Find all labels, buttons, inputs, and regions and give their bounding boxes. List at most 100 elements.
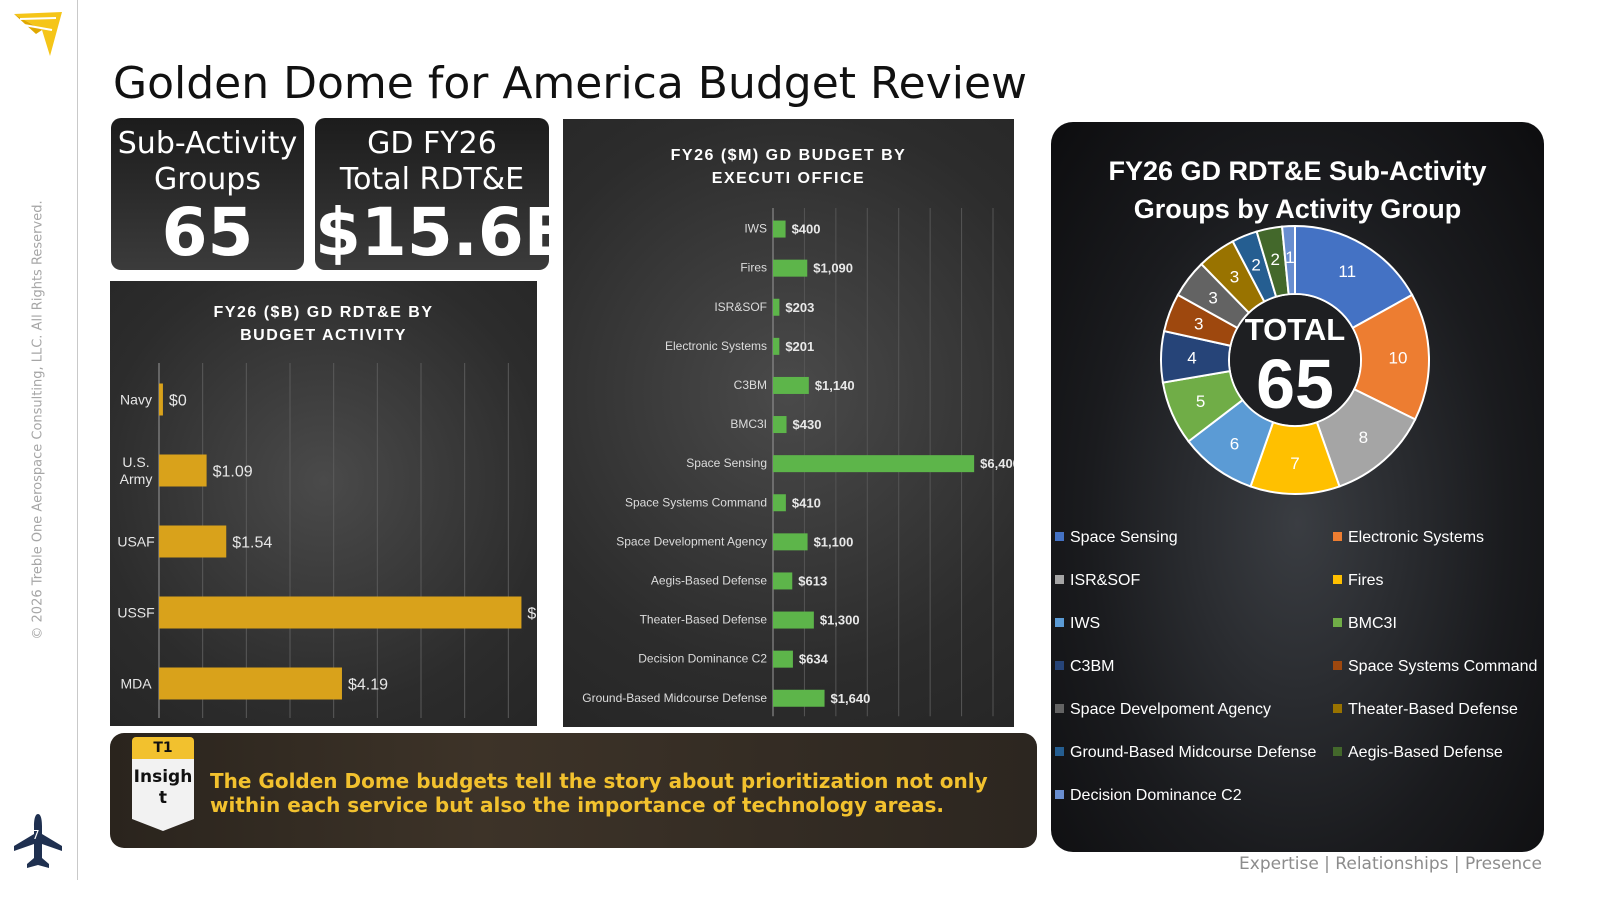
slice-label: 1 <box>1285 248 1294 267</box>
badge-tab: T1 <box>132 737 194 759</box>
bar <box>773 455 975 473</box>
slice-label: 2 <box>1270 250 1279 269</box>
legend-label: IWS <box>1070 615 1101 632</box>
chart-title-line: FY26 ($B) GD RDT&E BY <box>213 304 434 321</box>
data-label: $6,400 <box>980 456 1014 471</box>
slice-label: 3 <box>1194 314 1203 333</box>
activity-group-chart: FY26 GD RDT&E Sub-Activity Groups by Act… <box>1051 122 1544 852</box>
legend-item: Space Develpoment Agency <box>1055 700 1271 720</box>
bar <box>159 525 227 558</box>
footer-tagline: Expertise | Relationships | Presence <box>1239 854 1542 874</box>
donut-center-value: 65 <box>1256 345 1334 423</box>
data-label: $8.3 <box>527 606 537 623</box>
copyright-text: © 2026 Treble One Aerospace Consulting, … <box>30 200 46 640</box>
data-label: $634 <box>799 652 829 667</box>
bar <box>773 572 793 590</box>
legend-swatch <box>1055 704 1064 713</box>
category-label: IWS <box>744 222 767 236</box>
slice-label: 2 <box>1251 256 1260 275</box>
legend-label: Space Sensing <box>1070 529 1178 546</box>
bar <box>159 383 163 416</box>
badge-text: Insigh <box>133 767 193 787</box>
data-label: $203 <box>785 300 814 315</box>
bar <box>773 220 786 238</box>
legend-item: C3BM <box>1055 657 1114 677</box>
category-label: Space Systems Command <box>625 495 767 509</box>
legend-label: Ground-Based Midcourse Defense <box>1070 744 1317 761</box>
chart-title-line: BUDGET ACTIVITY <box>240 327 407 344</box>
slice-label: 10 <box>1389 349 1408 368</box>
data-label: $1.09 <box>213 464 253 481</box>
category-label: Space Development Agency <box>616 534 767 548</box>
category-label: U.S. <box>122 454 149 470</box>
data-label: $4.19 <box>348 677 388 694</box>
bar <box>773 611 814 629</box>
legend-label: Electronic Systems <box>1348 529 1485 546</box>
badge-text: t <box>158 788 168 808</box>
data-label: $1.54 <box>232 535 272 552</box>
data-label: $410 <box>792 495 821 510</box>
bar <box>773 650 793 668</box>
category-label: BMC3I <box>730 417 767 431</box>
chart-legend: Space Sensing Electronic Systems ISR&SOF Fi… <box>1055 524 1544 824</box>
badge-point <box>132 819 194 831</box>
legend-swatch <box>1333 661 1342 670</box>
legend-swatch <box>1333 618 1342 627</box>
category-label: USSF <box>117 605 154 621</box>
legend-item: Space Systems Command <box>1333 657 1537 677</box>
legend-label: Theater-Based Defense <box>1348 701 1518 718</box>
category-label: Decision Dominance C2 <box>638 652 767 666</box>
kpi-value: $15.6B <box>315 194 549 270</box>
data-label: $1,100 <box>814 534 854 549</box>
chart-title: FY26 ($M) GD BUDGET BY EXECUTI OFFICE <box>563 144 1014 190</box>
donut-hole <box>1230 295 1360 425</box>
kpi-label: GD FY26 <box>367 126 497 161</box>
insight-badge: T1 Insigh t <box>132 737 194 831</box>
bar <box>159 667 342 700</box>
data-label: $400 <box>792 222 821 237</box>
legend-label: Aegis-Based Defense <box>1348 744 1503 761</box>
legend-swatch <box>1055 618 1064 627</box>
legend-swatch <box>1055 532 1064 541</box>
category-label: Space Sensing <box>686 456 767 470</box>
data-label: $0 <box>169 393 187 410</box>
insight-banner: T1 Insigh t The Golden Dome budgets tell… <box>110 733 1037 848</box>
data-label: $201 <box>785 339 814 354</box>
category-label: C3BM <box>734 378 767 392</box>
bar <box>773 416 787 434</box>
chart-title-line: Groups by Activity Group <box>1133 194 1462 224</box>
legend-item: IWS <box>1055 614 1100 634</box>
legend-swatch <box>1333 747 1342 756</box>
slice-label: 7 <box>1290 454 1299 473</box>
chart-title: FY26 GD RDT&E Sub-Activity Groups by Act… <box>1051 152 1544 228</box>
category-label: Electronic Systems <box>665 339 767 353</box>
logo <box>12 10 64 58</box>
legend-item: Ground-Based Midcourse Defense <box>1055 743 1316 763</box>
data-label: $1,090 <box>813 261 853 276</box>
bar <box>773 689 825 707</box>
legend-swatch <box>1333 575 1342 584</box>
legend-item: BMC3I <box>1333 614 1397 634</box>
slice-label: 11 <box>1338 262 1356 281</box>
slice-label: 3 <box>1230 268 1239 287</box>
insight-line: within each service but also the importa… <box>210 793 945 817</box>
executive-office-chart: FY26 ($M) GD BUDGET BY EXECUTI OFFICE IW… <box>563 119 1014 727</box>
legend-label: Space Systems Command <box>1348 658 1538 675</box>
bar <box>773 298 780 316</box>
category-label: Navy <box>120 392 152 408</box>
legend-swatch <box>1055 790 1064 799</box>
kpi-label: Total RDT&E <box>339 162 525 197</box>
donut-center-label: TOTAL <box>1245 312 1345 347</box>
legend-swatch <box>1333 704 1342 713</box>
slice-label: 3 <box>1208 288 1217 307</box>
chart-title-line: FY26 GD RDT&E Sub-Activity <box>1108 156 1487 186</box>
bar <box>773 376 809 394</box>
chart-title-line: EXECUTI OFFICE <box>711 170 866 187</box>
page-number: 7 <box>32 828 40 842</box>
slice-label: 4 <box>1187 349 1196 368</box>
legend-item: Aegis-Based Defense <box>1333 743 1503 763</box>
legend-item: Electronic Systems <box>1333 528 1484 548</box>
budget-activity-chart: FY26 ($B) GD RDT&E BY BUDGET ACTIVITY Na… <box>110 281 537 726</box>
slice-label: 5 <box>1196 392 1205 411</box>
